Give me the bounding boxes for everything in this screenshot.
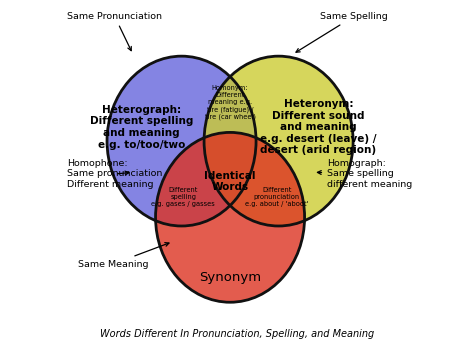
Text: Heterograph:
Different spelling
and meaning
e.g. to/too/two: Heterograph: Different spelling and mean… — [90, 105, 193, 150]
Text: Identical
Words: Identical Words — [204, 171, 256, 192]
Ellipse shape — [204, 56, 353, 226]
Text: Synonym: Synonym — [199, 271, 261, 284]
Text: Homonym:
Different
meaning e.g.
tire (fatigue) /
tire (car wheel): Homonym: Different meaning e.g. tire (fa… — [205, 86, 255, 120]
Text: Heteronym:
Different sound
and meaning
e.g. desert (leave) /
desert (arid region: Heteronym: Different sound and meaning e… — [260, 99, 377, 156]
Ellipse shape — [155, 132, 305, 302]
Ellipse shape — [107, 56, 256, 226]
Text: Same Spelling: Same Spelling — [296, 12, 388, 52]
Text: Same Meaning: Same Meaning — [78, 243, 169, 269]
Text: Homograph:
Same spelling
different meaning: Homograph: Same spelling different meani… — [318, 159, 412, 189]
Text: Homophone:
Same pronunciation
Different meaning: Homophone: Same pronunciation Different … — [67, 159, 163, 189]
Text: Different
pronunciation
e.g. about / 'aboot': Different pronunciation e.g. about / 'ab… — [245, 187, 309, 206]
Text: Different
spelling
e.g. gases / gasses: Different spelling e.g. gases / gasses — [151, 187, 215, 206]
Text: Words Different In Pronunciation, Spelling, and Meaning: Words Different In Pronunciation, Spelli… — [100, 329, 374, 339]
Text: Same Pronunciation: Same Pronunciation — [67, 12, 162, 51]
